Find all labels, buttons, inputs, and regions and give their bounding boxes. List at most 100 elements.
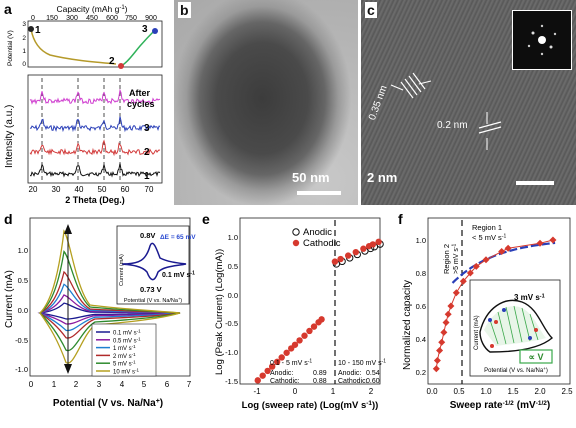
capacity-point (432, 365, 440, 373)
x-tick: 0 (293, 387, 298, 396)
x-tick: 0 (29, 380, 34, 389)
region1-label: Region 1 < 5 mV s-1 (472, 223, 506, 242)
legend-label: 0.1 mV s-1 (113, 329, 141, 337)
potential-ticks: 3 2 1 0 (22, 21, 26, 68)
x-tick: 30 (52, 185, 61, 194)
top-axis-label: Capacity (mAh g-1) (56, 4, 127, 14)
x-tick: 7 (187, 380, 192, 389)
cathodic-point (264, 367, 271, 375)
inset-delta-e: ΔE = 65 mV (160, 234, 196, 241)
region2-annotation: 10 - 150 mV s-1 Anodic: 0.54 Cathodic: 0… (338, 359, 386, 386)
capacity-point (444, 310, 452, 318)
cathodic-point (369, 241, 377, 248)
top-tick: 0 (31, 15, 35, 22)
xrd-xlabel: 2 Theta (Deg.) (65, 195, 125, 205)
capacity-point (459, 277, 467, 285)
y-tick: 0.6 (416, 302, 426, 311)
top-tick: 600 (106, 15, 118, 22)
y-tick: -1.5 (225, 377, 238, 386)
region2-anodic-key: Anodic: (338, 370, 361, 377)
cathodic-point (337, 255, 344, 263)
e-frame (239, 217, 381, 385)
x-tick: 2.0 (534, 387, 546, 396)
x-tick: 70 (145, 185, 154, 194)
legend-anodic-marker (292, 228, 300, 236)
cathodic-point (296, 337, 303, 344)
panel-c-hrtem-image: c 0.35 nm 0.2 nm 2 nm (361, 0, 576, 205)
cathodic-point (360, 245, 367, 252)
legend-anodic-label: Anodic (303, 227, 332, 238)
legend-cathodic-marker (292, 239, 300, 247)
capacity-point (433, 356, 441, 364)
cathodic-point (254, 377, 261, 384)
cathodic-point (345, 252, 352, 259)
cathodic-point (352, 248, 359, 256)
f-inset-box (519, 349, 553, 364)
y-tick: 0.2 (416, 368, 426, 377)
panel-d-letter: d (4, 211, 13, 227)
point-1 (28, 26, 34, 32)
discharge-curve (30, 28, 117, 65)
cv-legend-items: 0.1 mV s-10.5 mV s-11 mV s-12 mV s-15 mV… (96, 329, 141, 376)
x-tick: 2 (369, 387, 374, 396)
inset-v-low: 0.73 V (140, 285, 162, 294)
trace-label-1: 1 (144, 171, 150, 182)
y-tick: 1.0 (416, 236, 426, 245)
y-tick: 0.8 (416, 269, 426, 278)
f-frame (427, 217, 571, 385)
f-inset-box-label: ∝ V (529, 352, 544, 362)
x-tick: 5 (142, 380, 147, 389)
region2-cathodic-val: 0.60 (366, 378, 380, 385)
x-tick: 0.5 (453, 387, 465, 396)
x-tick: 40 (75, 185, 84, 194)
legend-label: 1 mV s-1 (113, 344, 136, 352)
panel-a: a Capacity (mAh g-1) 0 150 300 450 600 7… (4, 1, 163, 205)
xrd-ylabel: Intensity (a.u.) (4, 105, 15, 168)
capacity-point (504, 244, 512, 252)
charge-curve (120, 29, 156, 67)
inset-ylabel: Current (mA) (119, 254, 125, 286)
cv-xlabel: Potential (V vs. Na/Na+) (53, 398, 163, 409)
potential-tick: 1 (22, 48, 26, 55)
point-label-2: 2 (109, 56, 115, 67)
xrd-trace-1 (29, 163, 161, 178)
x-tick: -1 (253, 387, 261, 396)
f-data-points (432, 236, 557, 373)
cv-y-ticks: 1.0 0.5 0.0 -0.5 -1.0 (15, 246, 28, 374)
cathodic-point (301, 332, 308, 339)
x-tick: 2 (74, 380, 79, 389)
inset-cv-curve (121, 242, 187, 281)
cathodic-point (375, 238, 382, 246)
cathodic-point (331, 258, 339, 265)
point-3 (152, 28, 158, 34)
x-tick: 0.0 (426, 387, 438, 396)
spacing-label-2: 0.2 nm (437, 120, 468, 131)
cathodic-point (273, 358, 281, 366)
cathodic-point (318, 316, 325, 323)
scale-bar-b (297, 191, 341, 195)
x-tick: 60 (121, 185, 130, 194)
panel-c-letter: c (365, 2, 377, 18)
y-tick: -1.0 (225, 348, 238, 357)
x-tick: 50 (98, 185, 107, 194)
y-tick: -0.5 (225, 319, 238, 328)
top-tick: 750 (125, 15, 137, 22)
top-tick: 900 (145, 15, 157, 22)
lattice-annotations (390, 72, 554, 185)
top-tick: 150 (46, 15, 58, 22)
f-y-ticks: 1.0 0.8 0.6 0.4 0.2 (416, 236, 426, 377)
inset-v-high: 0.8V (140, 231, 155, 240)
panel-a-letter: a (4, 1, 12, 17)
e-x-ticks: -1 0 1 2 (253, 387, 373, 396)
xrd-trace-after-cycles (29, 88, 160, 105)
xrd-x-ticks: 20 30 40 50 60 70 (29, 185, 154, 194)
x-tick: 1 (52, 380, 57, 389)
f-ylabel: Normalized capacity (402, 280, 413, 370)
capacity-point (447, 302, 455, 310)
point-label-1: 1 (35, 25, 41, 36)
panel-b-tem-image: b 50 nm (174, 0, 358, 205)
scale-label-c: 2 nm (367, 170, 398, 185)
x-tick: 2.5 (561, 387, 573, 396)
capacity-point (466, 269, 474, 277)
potential-axis-label: Potential (V) (7, 30, 14, 66)
